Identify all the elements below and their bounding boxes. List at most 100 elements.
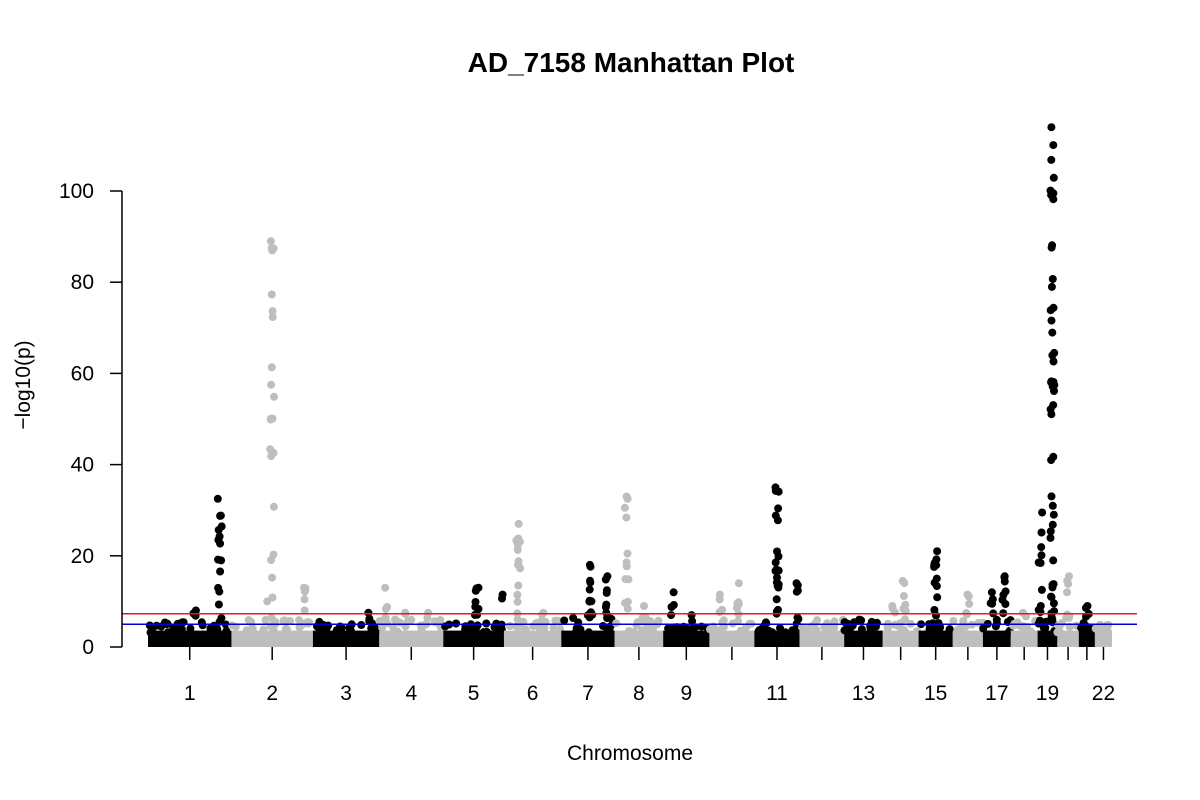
snp-point <box>715 627 724 636</box>
snp-point <box>1063 588 1072 597</box>
snp-point <box>719 616 728 625</box>
snp-point <box>423 613 432 622</box>
snp-point <box>268 307 277 316</box>
snp-point <box>146 628 155 637</box>
snp-point <box>1009 621 1018 630</box>
snp-point <box>688 624 697 633</box>
snp-point <box>381 613 390 622</box>
snp-point <box>773 516 782 525</box>
snp-point <box>1063 576 1072 585</box>
snp-point <box>346 626 355 635</box>
snp-point <box>772 595 781 604</box>
y-axis-title: −log10(p) <box>12 340 35 429</box>
snp-point <box>248 624 257 633</box>
snp-point <box>621 575 630 584</box>
chromosome-10-points <box>706 579 756 647</box>
snp-point <box>1035 616 1044 625</box>
snp-point <box>473 621 482 630</box>
snp-point <box>1048 241 1057 250</box>
snp-point <box>177 625 186 634</box>
snp-point <box>198 621 207 630</box>
snp-point <box>267 244 276 252</box>
snp-point <box>514 519 523 528</box>
snp-point <box>774 504 783 513</box>
y-tick-label: 100 <box>59 180 94 203</box>
chromosome-7-points <box>560 560 616 647</box>
snp-point <box>771 558 780 567</box>
snp-point <box>1048 275 1057 283</box>
x-tick-label-chr-7: 7 <box>582 682 594 705</box>
snp-point <box>900 627 909 636</box>
snp-point <box>620 503 629 512</box>
snp-point <box>930 578 939 587</box>
snp-point <box>899 592 908 600</box>
snp-point <box>514 534 523 543</box>
snp-point <box>300 595 309 604</box>
x-tick-label-chr-5: 5 <box>468 682 480 705</box>
snp-point <box>267 363 276 372</box>
chromosome-9-points <box>663 588 712 647</box>
snp-point <box>894 621 903 630</box>
x-tick-label-chr-2: 2 <box>266 682 278 705</box>
snp-point <box>267 452 276 461</box>
snp-point <box>269 502 278 511</box>
snp-point <box>649 626 658 635</box>
chromosome-12-points <box>798 615 847 647</box>
snp-point <box>282 624 290 633</box>
snp-point <box>842 619 851 628</box>
x-tick-label-chr-11: 11 <box>766 682 788 705</box>
chromosome-16-points <box>949 590 987 647</box>
snp-point <box>612 619 621 628</box>
x-tick-label-chr-19: 19 <box>1036 682 1059 705</box>
snp-point <box>1057 619 1066 628</box>
snp-point <box>791 628 800 636</box>
snp-point <box>965 599 974 608</box>
snp-point <box>365 616 374 625</box>
snp-point <box>586 562 595 571</box>
snp-point <box>1036 602 1045 610</box>
snp-point <box>823 619 832 628</box>
snp-point <box>1049 452 1058 461</box>
chromosome-21-band <box>1078 630 1095 647</box>
snp-point <box>585 585 594 594</box>
snp-point <box>214 555 222 564</box>
snp-point <box>1037 543 1046 552</box>
snp-point <box>216 539 225 548</box>
snp-point <box>1047 613 1056 622</box>
snp-point <box>572 624 581 633</box>
snp-point <box>641 613 650 622</box>
snp-point <box>267 614 276 622</box>
snp-point <box>632 621 641 630</box>
chromosome-8-points <box>612 492 664 647</box>
snp-point <box>498 594 506 603</box>
chromosome-15-points <box>917 547 954 647</box>
snp-point <box>267 380 276 389</box>
snp-point <box>793 613 802 622</box>
chromosome-6-points <box>503 519 564 647</box>
chromosome-15-band <box>918 630 953 647</box>
snp-point <box>286 617 294 625</box>
x-tick-label-chr-13: 13 <box>852 682 875 705</box>
snp-point <box>987 588 996 597</box>
snp-point <box>1049 599 1058 608</box>
snp-point <box>417 625 426 634</box>
snp-point <box>430 617 439 626</box>
snp-point <box>667 603 676 611</box>
snp-point <box>538 610 547 619</box>
snp-point <box>268 313 277 321</box>
snp-point <box>300 606 309 615</box>
snp-point <box>1049 173 1058 182</box>
snp-point <box>295 616 304 625</box>
snp-point <box>514 557 523 566</box>
chromosome-20-points <box>1053 572 1081 647</box>
snp-point <box>244 616 253 624</box>
x-tick-label-chr-1: 1 <box>184 682 196 705</box>
snp-point <box>585 597 594 606</box>
snp-point <box>1048 583 1057 592</box>
chromosome-16-band <box>952 630 983 647</box>
snp-point <box>529 622 538 631</box>
chromosome-13-band <box>844 630 883 647</box>
snp-point <box>479 628 488 637</box>
snp-point <box>857 616 866 625</box>
snp-point <box>1081 603 1090 612</box>
